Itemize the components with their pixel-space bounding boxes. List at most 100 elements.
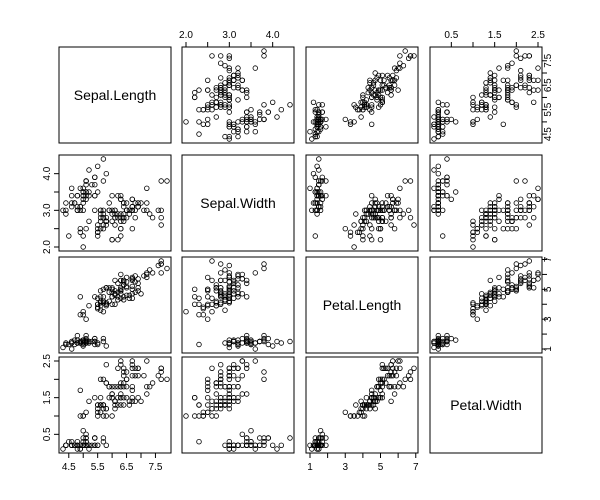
point-1-2-48 bbox=[316, 181, 322, 188]
point-3-1-132 bbox=[217, 369, 224, 375]
point-2-1-92 bbox=[209, 301, 215, 307]
point-3-0-18 bbox=[100, 439, 107, 445]
point-0-3-99 bbox=[483, 102, 489, 108]
point-3-1-136 bbox=[243, 362, 250, 368]
point-0-2-106 bbox=[369, 121, 375, 127]
point-3-0-43 bbox=[80, 428, 86, 434]
point-2-1-80 bbox=[200, 304, 206, 310]
point-1-2-118 bbox=[411, 222, 417, 228]
point-2-3-44 bbox=[444, 332, 450, 339]
panel-frame-2-1 bbox=[181, 256, 295, 354]
point-3-0-135 bbox=[158, 365, 164, 371]
point-2-1-149 bbox=[226, 285, 232, 291]
point-3-1-43 bbox=[248, 428, 254, 434]
point-0-2-149 bbox=[379, 97, 385, 103]
point-0-3-18 bbox=[440, 102, 446, 108]
point-0-1-122 bbox=[217, 53, 224, 59]
point-1-0-113 bbox=[100, 225, 107, 232]
point-3-0-115 bbox=[120, 365, 127, 371]
point-1-0-81 bbox=[94, 229, 101, 235]
point-0-2-79 bbox=[351, 102, 357, 108]
point-3-0-99 bbox=[100, 402, 107, 408]
point-0-2-98 bbox=[342, 116, 348, 123]
point-1-0-69 bbox=[97, 225, 104, 232]
point-0-2-82 bbox=[358, 99, 364, 105]
point-0-3-77 bbox=[500, 77, 506, 83]
point-0-2-55 bbox=[369, 102, 375, 108]
diagonal-label-petal-length: Petal.Length bbox=[323, 297, 402, 313]
point-1-0-110 bbox=[123, 200, 130, 206]
point-2-0-135 bbox=[158, 270, 164, 276]
point-3-1-23 bbox=[239, 431, 245, 437]
point-0-3-94 bbox=[483, 104, 489, 110]
point-0-2-130 bbox=[397, 60, 403, 66]
point-1-2-142 bbox=[379, 218, 385, 224]
x-tick-label-2-3: 7 bbox=[413, 462, 419, 473]
point-1-0-74 bbox=[120, 211, 127, 217]
point-2-0-119 bbox=[109, 286, 115, 292]
y-tick-label-1-1: 3.0 bbox=[42, 203, 53, 217]
point-2-1-81 bbox=[200, 306, 206, 312]
point-0-1-110 bbox=[235, 82, 241, 88]
point-3-1-140 bbox=[230, 362, 237, 368]
point-3-2-135 bbox=[397, 365, 403, 371]
point-0-2-71 bbox=[360, 92, 366, 98]
point-2-1-15 bbox=[287, 338, 293, 345]
point-1-3-146 bbox=[509, 225, 515, 232]
point-2-0-145 bbox=[129, 283, 135, 290]
point-2-1-135 bbox=[226, 270, 232, 276]
point-0-2-43 bbox=[317, 119, 324, 125]
point-3-1-119 bbox=[191, 395, 198, 401]
point-2-1-137 bbox=[230, 279, 237, 285]
point-2-1-45 bbox=[226, 340, 232, 346]
point-1-2-16 bbox=[312, 174, 318, 180]
point-3-2-67 bbox=[361, 413, 368, 419]
point-1-3-106 bbox=[500, 225, 506, 232]
point-1-2-109 bbox=[397, 185, 403, 191]
panel-frame-3-2 bbox=[305, 356, 419, 454]
y-tick-label-0-2: 6.5 bbox=[543, 78, 554, 92]
point-0-2-97 bbox=[365, 89, 371, 96]
point-1-0-1 bbox=[77, 207, 83, 213]
point-1-3-78 bbox=[492, 211, 498, 217]
point-2-0-89 bbox=[94, 301, 101, 307]
point-3-2-100 bbox=[395, 358, 401, 364]
point-2-3-145 bbox=[526, 283, 532, 290]
point-2-0-18 bbox=[100, 335, 107, 342]
point-2-1-33 bbox=[278, 340, 284, 346]
point-0-1-102 bbox=[226, 67, 232, 74]
point-2-3-103 bbox=[505, 277, 511, 284]
x-tick-label-1-1: 3.0 bbox=[222, 30, 236, 41]
point-0-3-31 bbox=[444, 109, 450, 115]
panel-frame-3-0 bbox=[58, 356, 172, 454]
point-1-2-30 bbox=[317, 203, 324, 210]
y-tick-label-3-2: 2.5 bbox=[42, 354, 53, 368]
point-2-3-91 bbox=[487, 292, 493, 298]
point-2-0-35 bbox=[80, 343, 86, 349]
point-0-3-113 bbox=[513, 102, 519, 108]
point-1-2-45 bbox=[314, 207, 320, 213]
point-0-3-135 bbox=[526, 53, 532, 59]
point-3-2-87 bbox=[367, 402, 373, 408]
point-0-3-69 bbox=[474, 104, 480, 110]
point-2-0-123 bbox=[118, 288, 124, 294]
point-1-0-111 bbox=[120, 218, 127, 224]
panel-frame-0-0 bbox=[58, 46, 172, 144]
point-0-3-148 bbox=[526, 89, 532, 96]
x-tick-label-0-1: 5.5 bbox=[91, 462, 105, 473]
point-2-0-15 bbox=[100, 338, 107, 345]
point-2-0-75 bbox=[126, 295, 133, 301]
point-0-2-47 bbox=[314, 128, 320, 135]
point-1-2-137 bbox=[386, 203, 392, 210]
point-0-1-141 bbox=[230, 72, 237, 79]
x-tick-label-3-0: 0.5 bbox=[444, 30, 458, 41]
point-3-0-106 bbox=[77, 387, 83, 393]
panel-frame-2-0 bbox=[58, 256, 172, 354]
point-1-0-136 bbox=[118, 192, 124, 199]
point-3-0-68 bbox=[115, 395, 121, 401]
point-1-0-48 bbox=[89, 181, 95, 188]
point-1-2-85 bbox=[369, 192, 375, 199]
point-1-2-92 bbox=[360, 222, 366, 228]
point-1-0-43 bbox=[80, 189, 86, 195]
point-1-0-84 bbox=[92, 207, 98, 213]
